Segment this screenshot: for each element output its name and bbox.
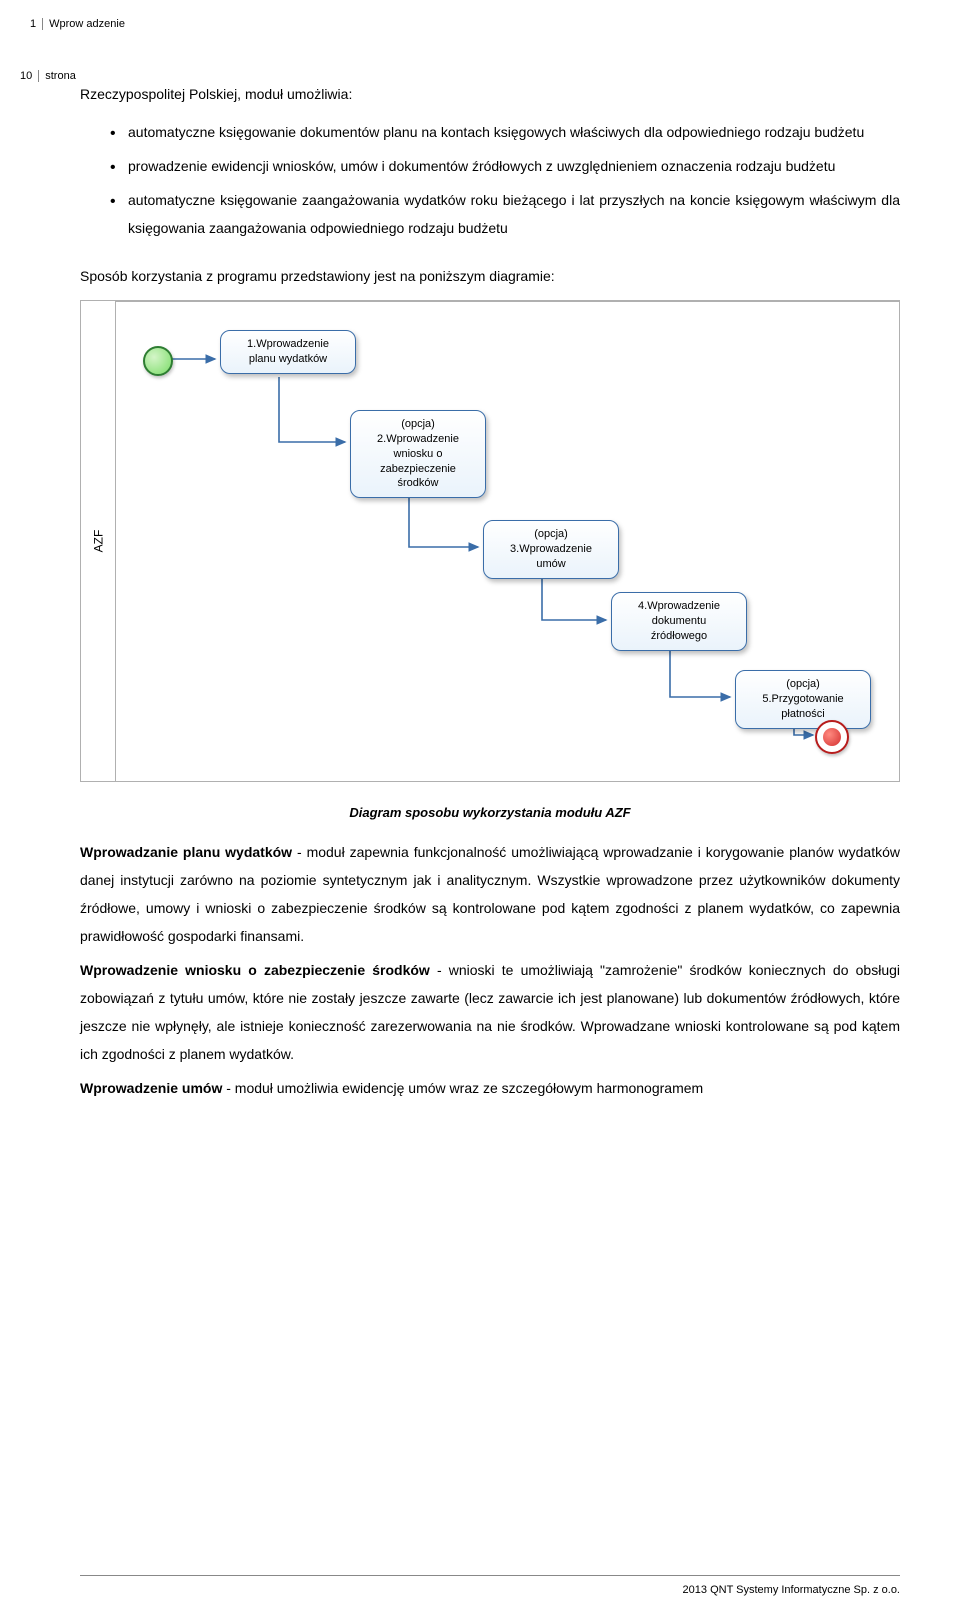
diagram-caption: Diagram sposobu wykorzystania modułu AZF (80, 800, 900, 826)
chapter-number: 1 (30, 18, 43, 30)
end-node-inner (823, 728, 841, 746)
flow-node-2: (opcja)2.Wprowadzeniewniosku ozabezpiecz… (350, 410, 486, 498)
flow-node-4: 4.Wprowadzeniedokumentuźródłowego (611, 592, 747, 651)
header-chapter: 1 Wprow adzenie (30, 18, 125, 30)
footer-text: 2013 QNT Systemy Informatyczne Sp. z o.o… (683, 1584, 900, 1596)
pre-diagram-text: Sposób korzystania z programu przedstawi… (80, 262, 900, 290)
list-item: prowadzenie ewidencji wniosków, umów i d… (110, 152, 900, 180)
start-node (143, 346, 173, 376)
intro-line: Rzeczypospolitej Polskiej, moduł umożliw… (80, 80, 900, 108)
flowchart-diagram: AZF (80, 300, 900, 782)
page-number-block: 10 strona (20, 70, 76, 82)
list-item: automatyczne księgowanie zaangażowania w… (110, 186, 900, 242)
paragraph: Wprowadzanie planu wydatków - moduł zape… (80, 838, 900, 950)
footer-rule (80, 1575, 900, 1576)
para-bold: Wprowadzenie wniosku o zabezpieczenie śr… (80, 962, 430, 978)
flow-node-text: (opcja)5.Przygotowaniepłatności (762, 678, 843, 720)
para-rest: - moduł umożliwia ewidencję umów wraz ze… (222, 1080, 703, 1096)
swimlane-body: 1.Wprowadzenieplanu wydatków (opcja)2.Wp… (115, 301, 899, 781)
page-label: strona (39, 70, 76, 82)
para-bold: Wprowadzanie planu wydatków (80, 844, 292, 860)
paragraph: Wprowadzenie wniosku o zabezpieczenie śr… (80, 956, 900, 1068)
flow-node-text: (opcja)2.Wprowadzeniewniosku ozabezpiecz… (377, 418, 459, 489)
flow-node-text: 4.Wprowadzeniedokumentuźródłowego (638, 600, 720, 642)
document-page: 1 Wprow adzenie 10 strona Rzeczypospolit… (0, 0, 960, 1610)
chapter-name: Wprow adzenie (43, 18, 125, 30)
flow-node-5: (opcja)5.Przygotowaniepłatności (735, 670, 871, 729)
flow-node-1: 1.Wprowadzenieplanu wydatków (220, 330, 356, 374)
flow-node-3: (opcja)3.Wprowadzenieumów (483, 520, 619, 579)
page-number: 10 (20, 70, 39, 82)
flow-node-text: (opcja)3.Wprowadzenieumów (510, 528, 592, 570)
list-item: automatyczne księgowanie dokumentów plan… (110, 118, 900, 146)
para-bold: Wprowadzenie umów (80, 1080, 222, 1096)
paragraph: Wprowadzenie umów - moduł umożliwia ewid… (80, 1074, 900, 1102)
bullet-list: automatyczne księgowanie dokumentów plan… (80, 118, 900, 242)
content-body: Rzeczypospolitej Polskiej, moduł umożliw… (80, 20, 900, 1102)
end-node (815, 720, 849, 754)
swimlane-label-text: AZF (86, 530, 110, 553)
flow-node-text: 1.Wprowadzenieplanu wydatków (247, 338, 329, 365)
swimlane-label: AZF (81, 301, 116, 781)
